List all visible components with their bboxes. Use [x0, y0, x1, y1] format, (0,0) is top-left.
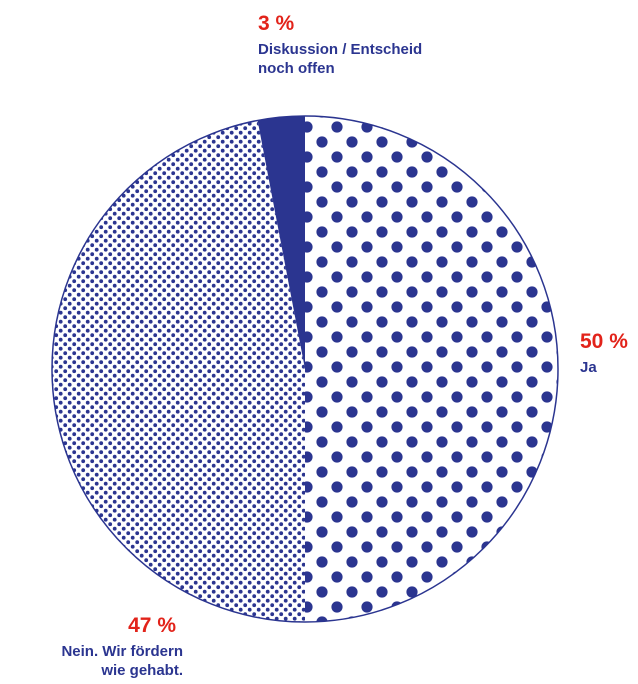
slice-label-undecided-line1: Diskussion / Entscheid: [258, 41, 423, 58]
slice-label-no-line1: Nein. Wir fördern: [61, 643, 183, 660]
pie-slice-no: [51, 120, 305, 622]
slice-label-undecided-line2: noch offen: [258, 60, 335, 77]
slice-percent-yes: 50 %: [580, 330, 628, 353]
slice-label-yes: Ja: [580, 359, 597, 376]
pie-outline: [51, 115, 559, 623]
slice-percent-undecided: 3 %: [258, 12, 295, 35]
pie-slice-undecided: [257, 116, 305, 369]
slice-label-no-line2: wie gehabt.: [101, 662, 183, 679]
slice-percent-no: 47 %: [128, 614, 176, 637]
pie-slice-yes: [305, 116, 558, 622]
